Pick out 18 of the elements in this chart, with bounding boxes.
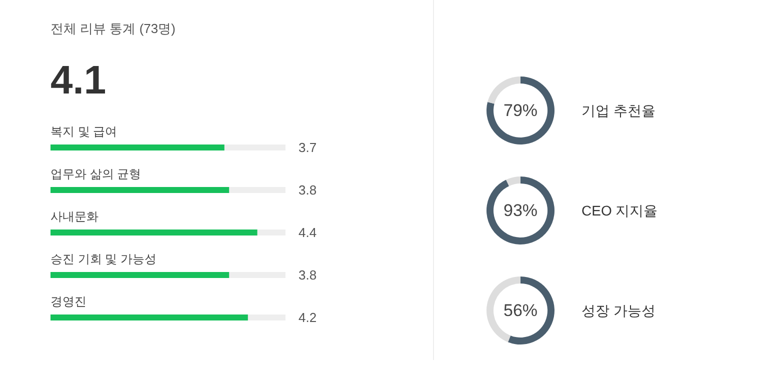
data-label: 3.7 <box>298 140 317 155</box>
category-label: 승진 기회 및 가능성 <box>50 252 157 266</box>
category-label: 업무와 삶의 균형 <box>50 167 142 181</box>
data-label: 93% <box>503 201 538 220</box>
data-label: 79% <box>503 101 538 120</box>
chart-title: 전체 리뷰 통계 (73명) <box>50 21 176 36</box>
data-label: 3.8 <box>298 268 317 282</box>
data-label: 56% <box>503 301 538 320</box>
category-label: 복지 및 급여 <box>50 124 118 138</box>
category-label: 사내문화 <box>50 210 98 224</box>
text: 4.1 <box>50 58 106 102</box>
text: 성장 가능성 <box>582 302 656 318</box>
category-label: 경영진 <box>50 294 86 308</box>
data-label: 4.2 <box>298 310 317 325</box>
text: CEO 지지율 <box>582 202 658 218</box>
data-label: 4.4 <box>298 225 317 240</box>
text: 기업 추천율 <box>582 102 656 118</box>
data-label: 3.8 <box>298 182 317 198</box>
